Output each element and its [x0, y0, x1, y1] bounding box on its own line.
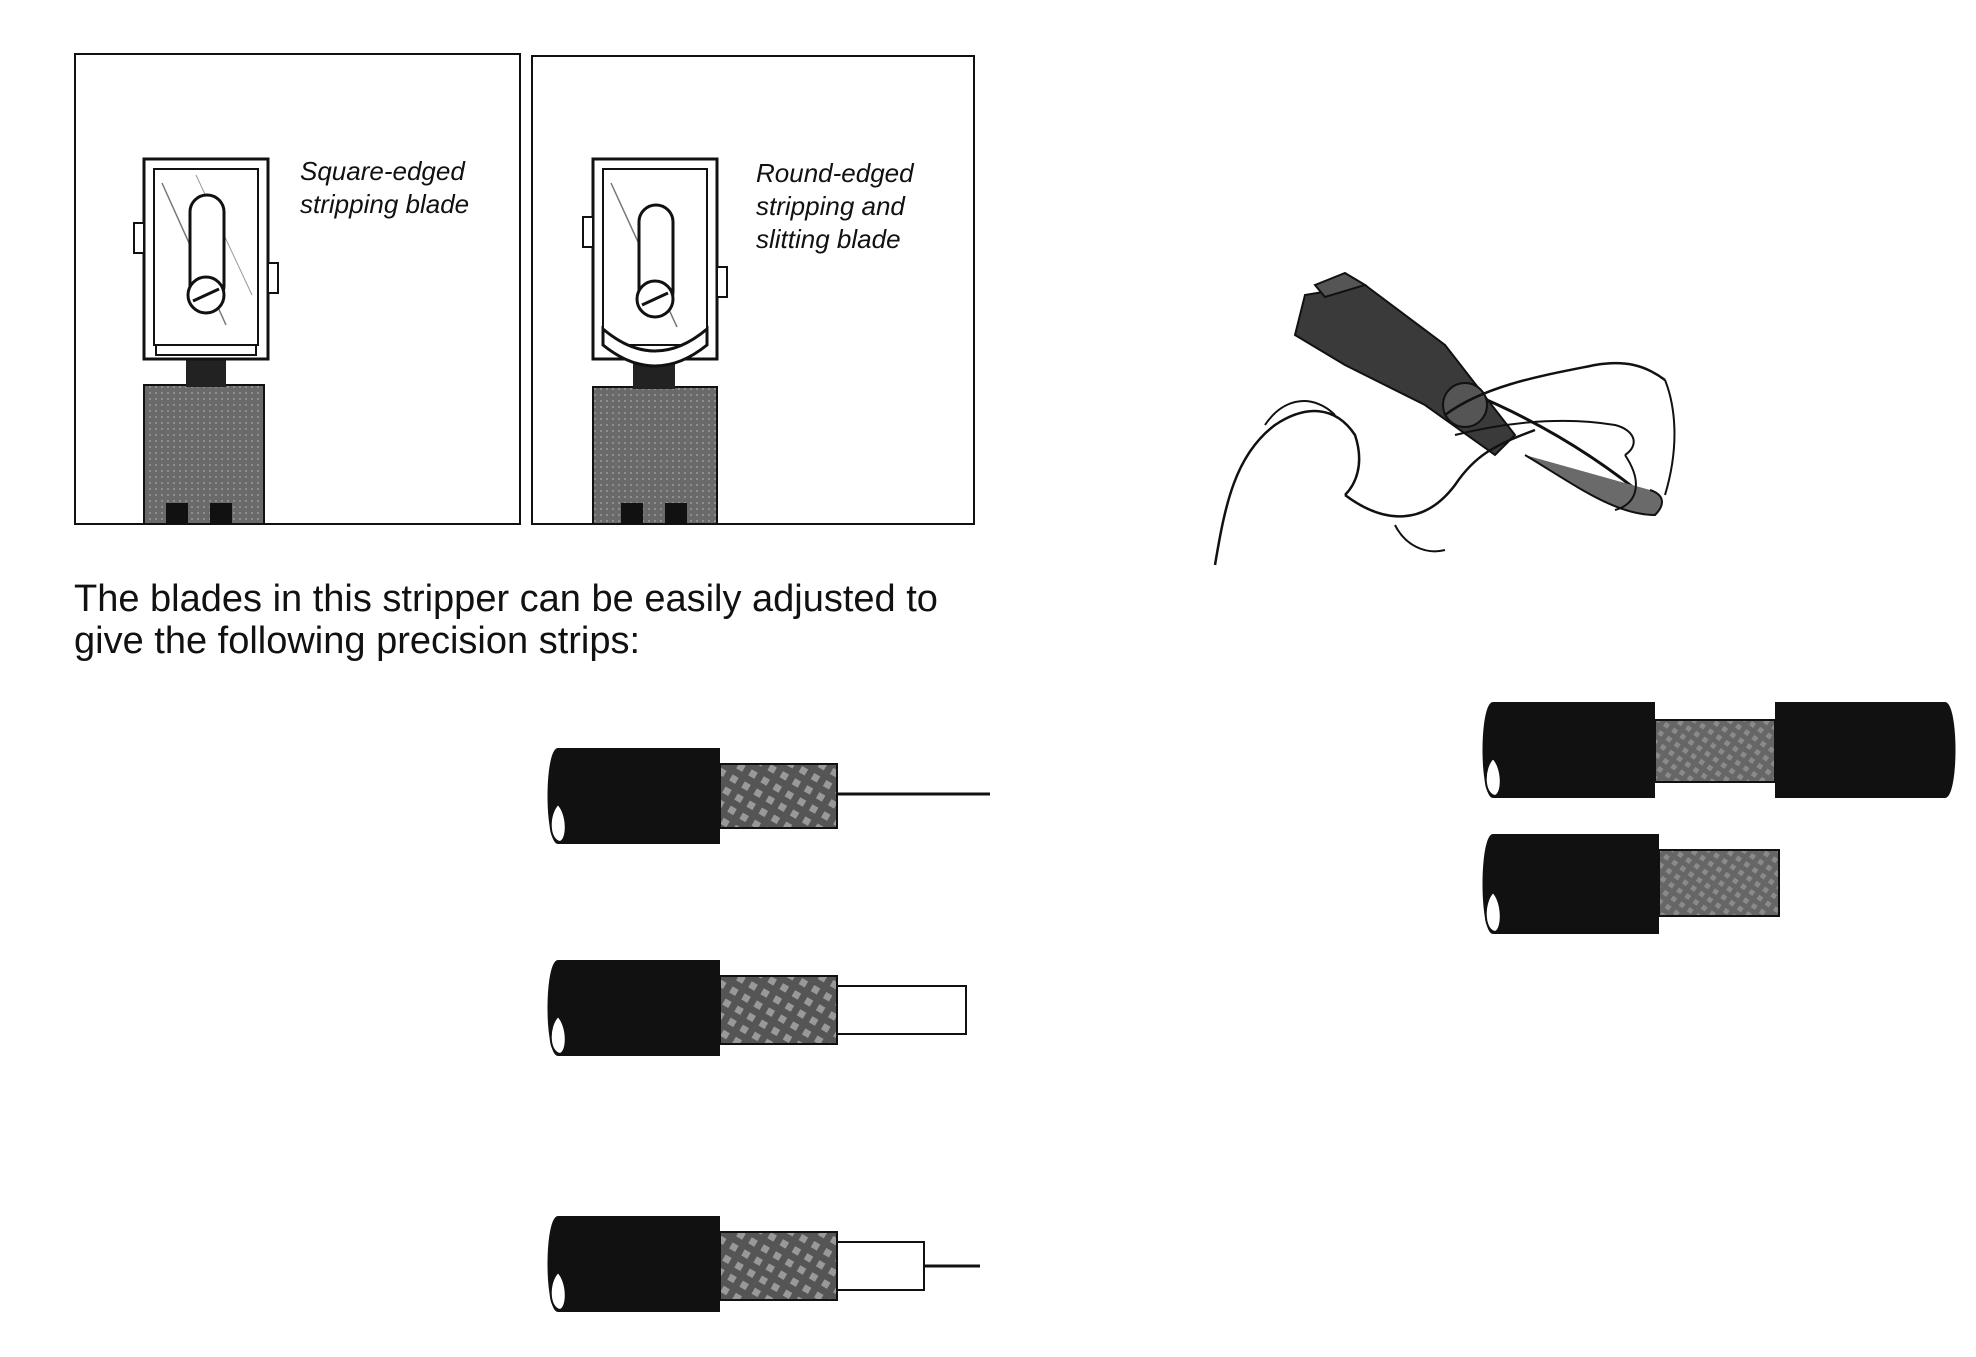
round-blade-illustration [582, 157, 728, 523]
hand-stripper-illustration [1213, 271, 1676, 566]
strip-jacket-shield-dielectric [547, 960, 967, 1056]
round-blade-panel: Round-edged stripping and slitting blade [531, 55, 975, 525]
blade-caption: Round-edged stripping and slitting blade [756, 158, 914, 254]
strip-jacket-window-jacket [1482, 702, 1956, 798]
blade-caption: Square-edged stripping blade [300, 156, 470, 219]
strip-jacket-shield-dielectric-conductor [547, 1216, 980, 1312]
square-blade-illustration [133, 157, 279, 523]
intro-text: The blades in this stripper can be easil… [74, 578, 938, 662]
square-blade-panel: Square-edged stripping blade [74, 53, 521, 525]
strip-jacket-shield [1482, 834, 1780, 934]
strip-jacket-shield-conductor [547, 748, 990, 844]
